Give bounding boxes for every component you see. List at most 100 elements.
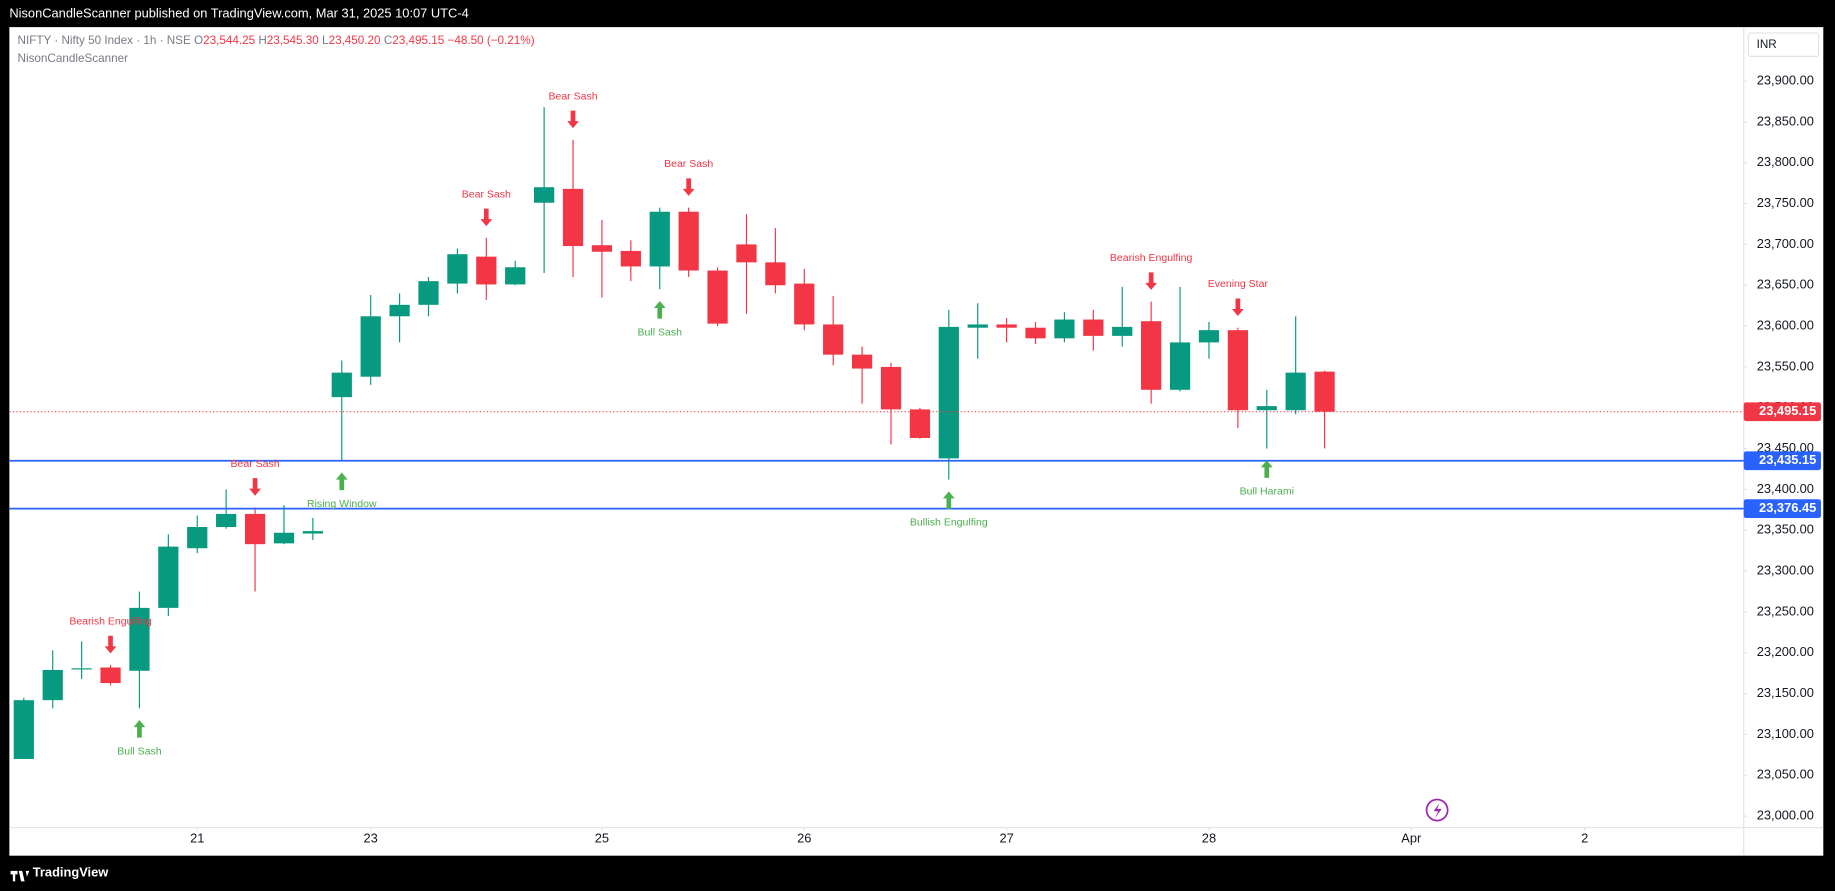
candle-body — [967, 324, 988, 328]
chart-panel — [9, 27, 1824, 856]
candle-body — [331, 372, 352, 398]
y-tick-label: 23,600.00 — [1757, 317, 1814, 332]
price-label-box — [1743, 402, 1821, 422]
pattern-arrow — [682, 178, 695, 196]
pattern-arrow — [335, 472, 348, 491]
candle-body — [187, 527, 208, 549]
pattern-label: Rising Window — [307, 498, 377, 510]
candle-body — [620, 250, 641, 267]
y-tick-label: 23,150.00 — [1757, 685, 1814, 700]
pattern-label: Bull Harami — [1240, 486, 1294, 498]
pattern-arrow — [942, 491, 955, 509]
publisher: NisonCandleScanner published on TradingV… — [9, 6, 468, 21]
y-tick-label: 23,100.00 — [1757, 726, 1814, 741]
x-tick-label: 27 — [999, 831, 1013, 846]
x-tick-label: 21 — [190, 831, 204, 846]
y-tick-label: 23,450.00 — [1757, 440, 1814, 455]
x-tick-label: 2 — [1581, 831, 1588, 846]
y-tick-label: 23,700.00 — [1757, 236, 1814, 251]
y-tick-label: 23,000.00 — [1757, 808, 1814, 823]
pattern-arrow — [653, 301, 666, 319]
candle-body — [1141, 321, 1162, 390]
pattern-label: Bear Sash — [548, 90, 597, 102]
candle-body — [591, 245, 613, 252]
candle-body — [244, 513, 266, 545]
x-tick-label: 23 — [364, 831, 378, 846]
ohlc-value: 23,495.15 — [392, 34, 444, 47]
candle-body — [447, 254, 468, 284]
candle-body — [1256, 406, 1277, 411]
price-label-box — [1743, 499, 1821, 519]
alert-icon[interactable] — [1425, 798, 1449, 822]
pattern-label: Bullish Engulfing — [910, 517, 988, 529]
x-tick-label: 26 — [797, 831, 811, 846]
candle-body — [707, 270, 728, 324]
candle-body — [418, 281, 439, 305]
pattern-arrow — [133, 720, 146, 738]
change: −48.50 (−0.21%) — [448, 34, 535, 47]
x-tick-label: 25 — [595, 831, 609, 846]
x-tick-label: 28 — [1202, 831, 1216, 846]
price-label: 23,376.45 — [1759, 500, 1816, 515]
candle-body — [505, 267, 526, 285]
candle-body — [216, 513, 237, 528]
y-tick-label: 23,750.00 — [1757, 195, 1814, 210]
alert-icon-bolt — [1433, 803, 1442, 819]
pattern-label: Bear Sash — [231, 458, 280, 470]
y-tick-label: 23,200.00 — [1757, 644, 1814, 659]
candle-body — [1285, 372, 1306, 411]
candle-body — [851, 354, 873, 369]
candle-body — [1112, 326, 1133, 336]
candle-body — [158, 546, 179, 608]
candle-body — [129, 607, 150, 671]
candle-body — [880, 366, 902, 410]
candle-body — [1169, 342, 1191, 390]
candle-body — [562, 188, 584, 247]
ohlc-key: H — [258, 34, 266, 47]
indicator-name: NisonCandleScanner — [18, 52, 129, 65]
symbol: NIFTY · Nifty 50 Index · 1h · NSE — [18, 34, 191, 47]
price-label: 23,495.15 — [1759, 403, 1816, 418]
y-tick-label: 23,350.00 — [1757, 522, 1814, 537]
pattern-label: Bull Sash — [638, 326, 683, 338]
pattern-label: Evening Star — [1208, 278, 1269, 290]
candle-body — [794, 283, 815, 325]
y-tick-label: 23,650.00 — [1757, 277, 1814, 292]
candle-body — [996, 324, 1017, 328]
y-tick-label: 23,300.00 — [1757, 563, 1814, 578]
legend-line: NIFTY · Nifty 50 Index · 1h · NSE O23,54… — [18, 34, 535, 47]
currency-box[interactable] — [1747, 32, 1820, 57]
candle-body — [1054, 319, 1075, 339]
candle-body — [649, 211, 670, 267]
candle-body — [1314, 371, 1335, 412]
pattern-arrow — [1260, 460, 1273, 478]
pattern-arrow — [1145, 272, 1157, 290]
candle-body — [476, 256, 497, 285]
candle-body — [1198, 330, 1220, 343]
y-tick-label: 23,400.00 — [1757, 481, 1814, 496]
candle-body — [42, 669, 63, 701]
currency[interactable]: INR — [1757, 38, 1777, 51]
pattern-arrow — [480, 208, 493, 227]
ohlc-value: 23,545.30 — [267, 34, 319, 47]
pattern-arrow — [1232, 298, 1244, 317]
pattern-label: Bearish Engulfing — [1110, 252, 1193, 264]
pattern-label: Bearish Engulfing — [69, 616, 152, 628]
x-tick-label: Apr — [1401, 831, 1422, 846]
logo — [10, 870, 30, 882]
candle-body — [1227, 330, 1248, 411]
y-tick-label: 23,850.00 — [1757, 113, 1814, 128]
candle-body — [71, 668, 92, 670]
pattern-label: Bear Sash — [462, 188, 511, 200]
y-tick-label: 23,050.00 — [1757, 767, 1814, 782]
ohlc-key: L — [322, 34, 329, 47]
ohlc-value: 23,544.25 — [203, 34, 255, 47]
pattern-label: Bull Sash — [117, 745, 162, 757]
candle-body — [938, 326, 959, 459]
candle-body — [1083, 319, 1104, 336]
y-tick-label: 23,550.00 — [1757, 358, 1814, 373]
ohlc-value: 23,450.20 — [329, 34, 381, 47]
pattern-arrow — [249, 478, 261, 496]
candle-body — [389, 304, 410, 317]
